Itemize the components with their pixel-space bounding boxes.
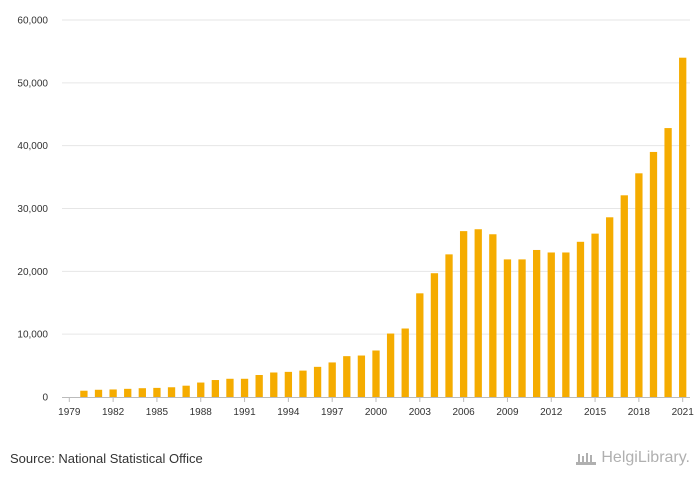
x-axis-ticks: 1979 1982 1985 1988 1991 1994 1997 2000 2003 2006… [58, 397, 694, 418]
bar-1995 [299, 370, 307, 397]
x-tick-label: 1988 [190, 407, 213, 418]
y-tick-label: 50,000 [17, 78, 48, 89]
bar-2016 [606, 217, 614, 397]
bar-1992 [255, 375, 263, 397]
library-icon [576, 453, 597, 465]
source-note: Source: National Statistical Office [10, 451, 203, 466]
bar-2002 [401, 328, 409, 397]
y-axis-ticks: 0 10,000 20,000 30,000 40,000 50,000 60,000 [17, 16, 48, 404]
grid-lines [62, 19, 690, 335]
y-tick-label: 60,000 [17, 16, 48, 27]
x-tick-label: 2009 [496, 407, 519, 418]
x-tick-label: 2000 [365, 407, 388, 418]
x-tick-label: 1991 [233, 407, 256, 418]
bar-1996 [313, 366, 322, 397]
bars [80, 57, 687, 397]
y-tick-label: 0 [42, 393, 48, 404]
bar-1991 [240, 378, 249, 397]
brand-name: HelgiLibrary. [601, 449, 690, 466]
x-tick-label: 2006 [453, 407, 476, 418]
bar-1990 [226, 378, 234, 397]
bar-2012 [547, 252, 555, 397]
brand-logo: HelgiLibrary. [575, 449, 690, 467]
bar-1993 [270, 372, 278, 397]
bar-2005 [445, 254, 453, 397]
bar-1997 [328, 362, 336, 397]
x-tick-label: 1982 [102, 407, 125, 418]
bar-1984 [138, 388, 146, 397]
bar-1987 [182, 385, 190, 397]
y-tick-label: 40,000 [17, 141, 48, 152]
bar-2019 [649, 151, 658, 397]
y-tick-label: 30,000 [17, 204, 48, 215]
x-tick-label: 2003 [409, 407, 432, 418]
bar-2001 [386, 333, 395, 397]
bar-2009 [503, 259, 512, 397]
bar-2011 [533, 249, 541, 397]
bar-2014 [576, 241, 585, 397]
bar-1998 [343, 356, 351, 397]
bar-2020 [664, 128, 672, 397]
y-tick-label: 20,000 [17, 267, 48, 278]
bar-2003 [416, 293, 424, 397]
bar-chart: 0 10,000 20,000 30,000 40,000 50,000 60,000 19… [17, 16, 694, 419]
bar-2015 [591, 233, 599, 397]
bar-1999 [357, 355, 366, 397]
bar-2006 [459, 231, 468, 397]
bar-2013 [562, 252, 570, 397]
x-tick-label: 2018 [628, 407, 651, 418]
bar-1988 [197, 382, 205, 397]
bar-1989 [211, 380, 219, 397]
bar-2010 [518, 259, 526, 397]
x-tick-label: 1985 [146, 407, 169, 418]
x-tick-label: 1997 [321, 407, 344, 418]
bar-1994 [284, 371, 293, 397]
bar-2018 [635, 173, 643, 397]
x-tick-label: 2012 [540, 407, 563, 418]
bar-2000 [372, 350, 380, 397]
bar-1985 [153, 387, 161, 397]
bar-1986 [167, 387, 176, 397]
y-tick-label: 10,000 [17, 330, 48, 341]
x-tick-label: 2015 [584, 407, 607, 418]
bar-1983 [124, 388, 132, 397]
bar-2004 [430, 273, 439, 397]
bar-2017 [620, 195, 628, 397]
x-tick-label: 1979 [58, 407, 81, 418]
x-tick-label: 1994 [277, 407, 300, 418]
bar-1982 [109, 389, 117, 397]
bar-1980 [80, 390, 88, 397]
bar-2007 [474, 229, 482, 397]
x-tick-label: 2021 [672, 407, 695, 418]
bar-2008 [489, 234, 497, 397]
bar-1981 [94, 389, 103, 397]
bar-2021 [679, 57, 687, 397]
